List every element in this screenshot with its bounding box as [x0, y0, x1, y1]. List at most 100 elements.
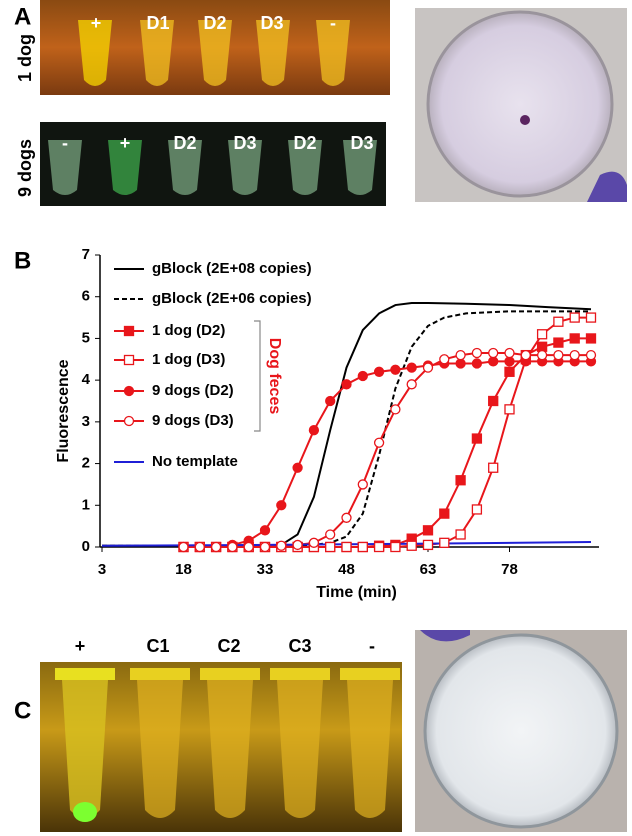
marker: [439, 537, 450, 548]
legend-label: gBlock (2E+08 copies): [152, 260, 312, 277]
marker: [488, 462, 499, 473]
marker: [585, 312, 597, 323]
marker: [292, 539, 303, 551]
panel-label: C: [14, 697, 31, 724]
marker: [390, 541, 401, 553]
marker: [292, 462, 303, 473]
marker: [357, 541, 368, 553]
tube-label: D3: [350, 133, 373, 153]
marker: [422, 362, 434, 373]
marker: [308, 537, 320, 548]
marker: [123, 354, 135, 366]
marker: [390, 404, 401, 415]
marker: [455, 475, 466, 486]
marker: [471, 347, 483, 359]
tube-label: D2: [173, 133, 196, 153]
tube-label: D3: [260, 13, 283, 33]
marker: [536, 349, 548, 361]
marker: [357, 370, 368, 382]
y-tick-label: 6: [82, 288, 90, 305]
tube-label: -: [369, 636, 375, 656]
marker: [553, 337, 564, 348]
x-tick-label: 78: [501, 561, 518, 578]
marker: [357, 479, 368, 490]
marker: [439, 354, 450, 365]
tube-label: +: [91, 13, 102, 33]
series-line: [183, 360, 591, 548]
colony: [520, 115, 530, 125]
photo-tubes-9dogs: [40, 122, 386, 206]
side-label: 1 dog: [15, 34, 35, 82]
marker: [504, 356, 515, 367]
tube-label: C2: [217, 636, 240, 656]
marker: [259, 541, 271, 553]
tube-label: C3: [288, 636, 311, 656]
plate: [426, 10, 614, 198]
marker: [455, 349, 466, 361]
marker: [406, 362, 417, 373]
tube-label: -: [330, 13, 336, 33]
marker: [123, 325, 135, 337]
marker: [373, 437, 385, 448]
y-axis-title: Fluorescence: [55, 359, 72, 462]
x-tick-label: 63: [420, 561, 437, 578]
marker: [504, 366, 515, 377]
glove: [587, 171, 627, 202]
tube-label: +: [75, 636, 86, 656]
tubes: [48, 140, 377, 195]
y-tick-label: 2: [82, 455, 90, 472]
legend-label: No template: [152, 453, 238, 470]
tube-label: D3: [233, 133, 256, 153]
marker: [455, 529, 466, 540]
x-tick-label: 3: [98, 561, 106, 578]
marker: [325, 529, 336, 540]
marker: [178, 541, 189, 553]
marker: [194, 541, 205, 553]
tubes: [78, 20, 350, 86]
series-line: [183, 337, 591, 548]
marker: [406, 540, 417, 551]
tube-label: D2: [203, 13, 226, 33]
x-tick-label: 48: [338, 561, 355, 578]
x-tick-label: 18: [175, 561, 192, 578]
marker: [422, 539, 434, 551]
marker: [439, 508, 450, 519]
marker: [123, 415, 135, 427]
tubes: [55, 668, 400, 822]
legend: gBlock (2E+08 copies) gBlock (2E+06 copie…: [114, 260, 312, 470]
tube-label: D1: [146, 13, 169, 33]
marker: [504, 404, 515, 415]
marker: [373, 366, 385, 377]
side-label: 9 dogs: [15, 139, 35, 197]
legend-label: 1 dog (D2): [152, 322, 225, 339]
marker: [488, 356, 499, 367]
glove: [420, 630, 470, 642]
marker: [569, 333, 580, 344]
marker: [553, 349, 564, 361]
marker: [373, 541, 385, 553]
marker: [276, 500, 287, 511]
marker: [455, 358, 466, 369]
series-line: [183, 352, 591, 548]
y-tick-label: 0: [82, 538, 90, 555]
legend-label: 9 dogs (D3): [152, 412, 234, 429]
chart: 0 1 2 3 4 5 6 7 3 18 33 48 63 78 Time (min) Fluorescenc…: [55, 246, 599, 601]
marker: [341, 541, 352, 553]
x-tick-label: 33: [257, 561, 274, 578]
plate: [423, 633, 619, 829]
marker: [341, 512, 352, 523]
marker: [520, 349, 531, 361]
legend-label: 9 dogs (D2): [152, 382, 234, 399]
marker: [259, 525, 271, 536]
marker: [488, 347, 499, 359]
marker: [406, 379, 417, 390]
marker: [585, 349, 597, 361]
legend-label: 1 dog (D3): [152, 351, 225, 368]
marker: [471, 358, 483, 369]
bracket-label: Dog feces: [266, 338, 283, 415]
marker: [325, 395, 336, 407]
marker: [536, 341, 548, 352]
bracket: [254, 320, 261, 432]
marker: [504, 347, 515, 359]
